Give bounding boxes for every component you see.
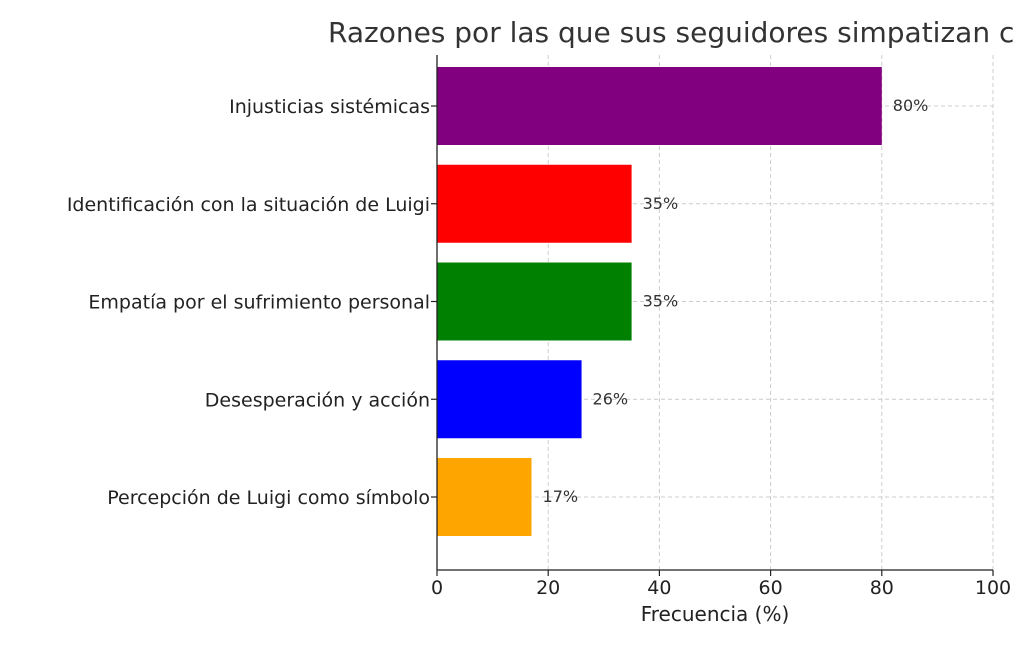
x-tick-label: 100: [975, 577, 1011, 599]
data-label: 17%: [543, 487, 579, 506]
data-label: 80%: [893, 96, 929, 115]
bars: [437, 67, 882, 536]
data-labels: 80% 35% 35% 26% 17%: [543, 96, 929, 506]
data-label: 35%: [643, 292, 679, 311]
bar: [437, 67, 882, 145]
bar: [437, 262, 632, 341]
category-label: Injusticias sistémicas: [229, 96, 430, 118]
category-label: Desesperación y acción: [205, 389, 430, 411]
bar: [437, 360, 582, 439]
bar: [437, 164, 632, 243]
data-label: 26%: [593, 389, 629, 408]
x-tick-label: 40: [647, 577, 671, 599]
x-tick-label: 60: [759, 577, 783, 599]
x-axis-ticks: 0 20 40 60 80 100: [431, 105, 1011, 599]
x-tick-label: 0: [431, 577, 443, 599]
x-axis-title: Frecuencia (%): [641, 602, 790, 626]
category-label: Percepción de Luigi como símbolo: [107, 487, 430, 509]
category-label: Identificación con la situación de Luigi: [67, 194, 430, 216]
axes: [436, 55, 993, 571]
bar: [437, 458, 532, 536]
x-tick-label: 80: [870, 577, 894, 599]
x-tick-label: 20: [536, 577, 560, 599]
chart-title: Razones por las que sus seguidores simpa…: [328, 16, 1014, 49]
data-label: 35%: [643, 194, 679, 213]
category-labels: Injusticias sistémicas Identificación con…: [67, 96, 430, 509]
category-label: Empatía por el sufrimiento personal: [88, 292, 430, 314]
